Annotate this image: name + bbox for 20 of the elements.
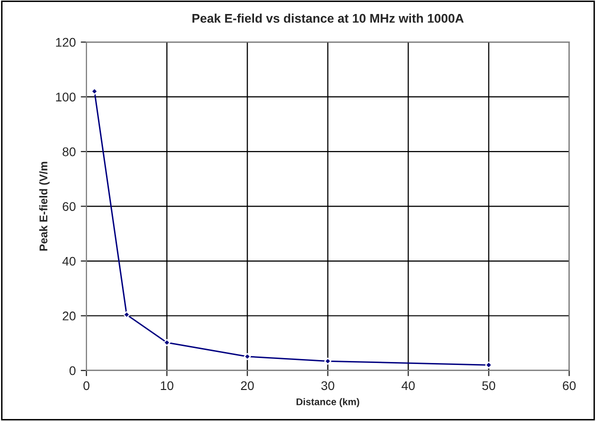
point (163, 339, 170, 346)
x-tick-label: 60 (562, 381, 576, 390)
y-tick-label: 100 (56, 92, 76, 102)
y-axis-title: Peak E-field (V/m (39, 162, 50, 251)
y-tick-label: 120 (56, 38, 76, 47)
x-tick-label: 50 (482, 381, 496, 390)
x-tick-label: 20 (241, 381, 254, 390)
y-tick-label: 80 (62, 147, 76, 156)
y-tick-label: 0 (70, 366, 76, 376)
point (244, 353, 251, 360)
y-tick-label: 40 (62, 256, 76, 266)
x-tick-label: 40 (402, 381, 415, 390)
y-tick-label: 20 (62, 312, 76, 320)
x-tick-label: 30 (321, 381, 334, 390)
x-tick-label: 10 (160, 381, 174, 390)
x-axis-title: Distance (km) (296, 398, 360, 408)
y-tick-label: 60 (62, 202, 76, 211)
chart-title: Peak E-field vs distance at 10 MHz with 1000A (192, 14, 464, 23)
x-tick-label: 0 (83, 381, 90, 390)
point (324, 358, 332, 365)
